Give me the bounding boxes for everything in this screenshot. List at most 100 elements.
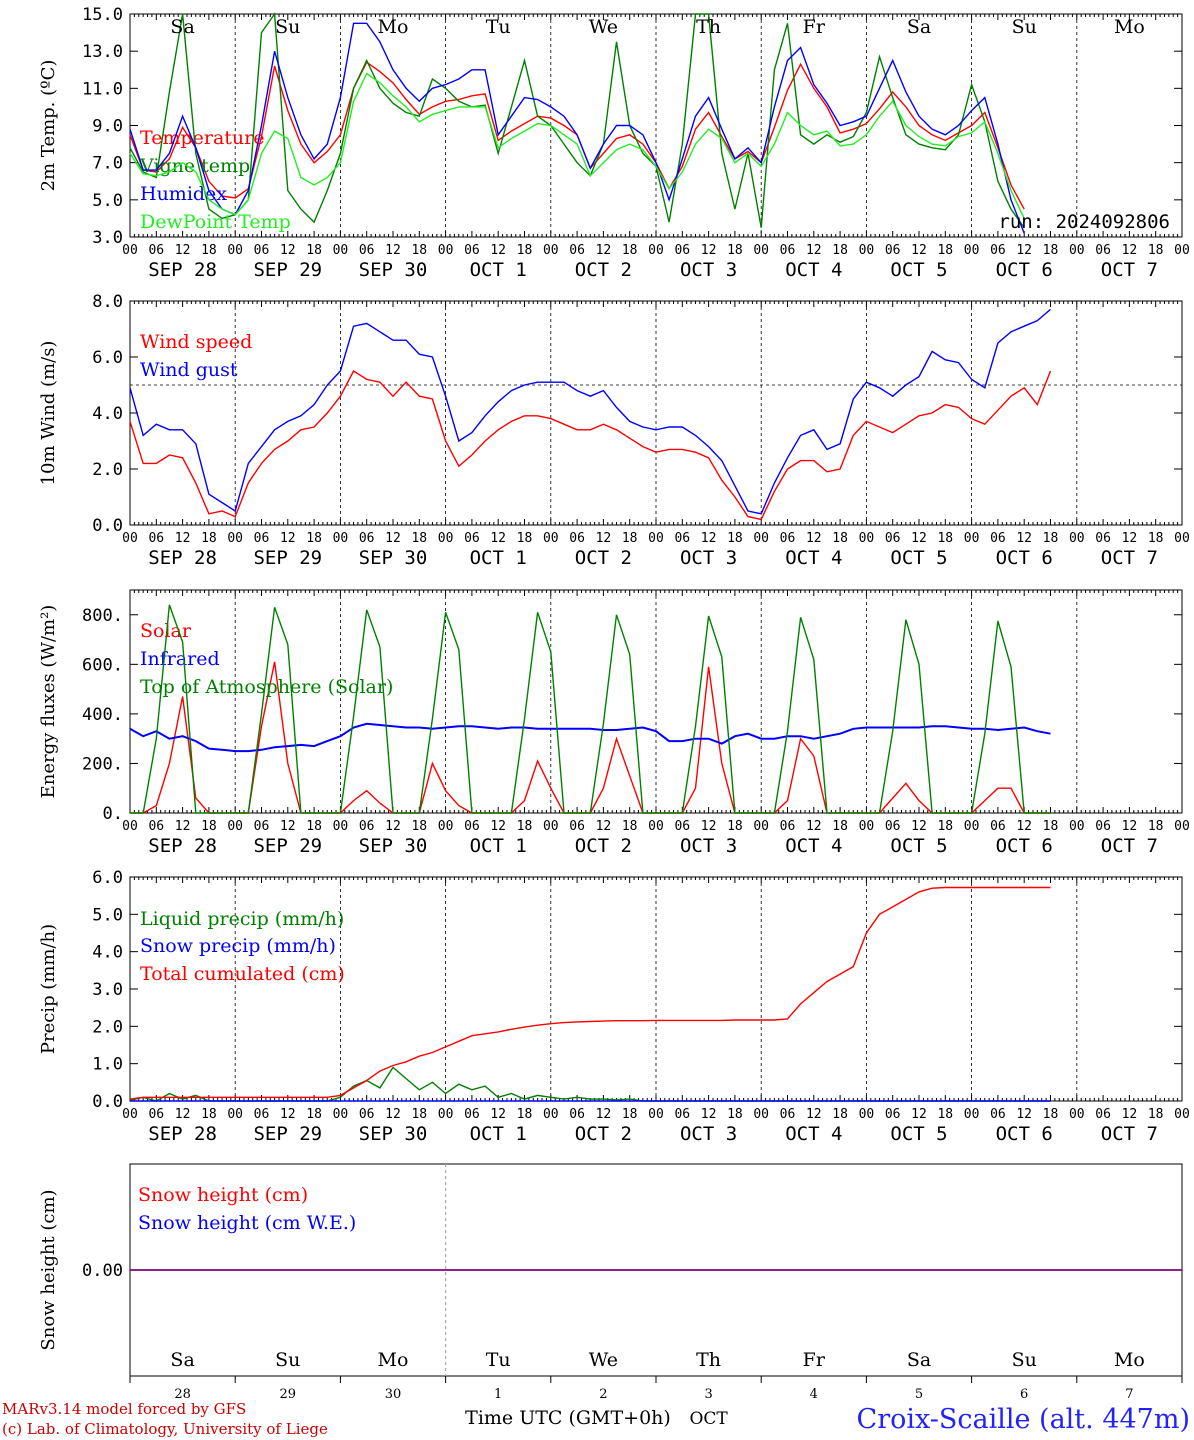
day-date-label: SEP 29: [253, 1123, 322, 1145]
hour-tick-label: 06: [254, 1107, 270, 1122]
hour-tick-label: 12: [175, 531, 191, 546]
day-date-label: OCT 7: [1101, 1123, 1158, 1145]
hour-tick-label: 00: [1069, 243, 1085, 258]
y-tick-label: 8.0: [92, 292, 123, 312]
hour-tick-label: 18: [1148, 819, 1164, 834]
hour-tick-label: 12: [596, 243, 612, 258]
weekday-label: We: [589, 16, 618, 38]
day-number-label: 2: [599, 1387, 607, 1402]
hour-tick-label: 12: [806, 531, 822, 546]
y-tick-label: 5.0: [92, 191, 123, 211]
hour-tick-label: 06: [674, 531, 690, 546]
hour-tick-label: 12: [1122, 243, 1138, 258]
hour-tick-label: 12: [806, 819, 822, 834]
legend-entry: Total cumulated (cm): [140, 963, 345, 985]
day-date-label: OCT 2: [575, 835, 632, 857]
x-axis-label: Time UTC (GMT+0h): [465, 1407, 671, 1429]
hour-tick-label: 12: [490, 531, 506, 546]
y-axis-label: Precip (mm/h): [38, 924, 59, 1054]
hour-tick-label: 12: [1122, 531, 1138, 546]
panel-1: 00 06 12 18 00 06 12 18 00 06 12 18 00 06 12 18 00 06 12 18…: [38, 5, 1190, 281]
panel-3: 00 06 12 18 00 06 12 18 00 06 12 18 00 06 12 18 00 06 12 18…: [38, 589, 1190, 857]
hour-tick-label: 18: [306, 531, 322, 546]
weekday-label: Sa: [170, 1349, 194, 1371]
hour-tick-label: 12: [1016, 243, 1032, 258]
hour-tick-label: 00: [227, 531, 243, 546]
hour-tick-label: 18: [832, 1107, 848, 1122]
day-date-label: OCT 1: [470, 1123, 527, 1145]
series-line-top-of-atmosphere-solar-: [130, 604, 1051, 814]
hour-tick-label: 12: [911, 243, 927, 258]
hour-tick-label: 12: [806, 243, 822, 258]
hour-tick-label: 06: [569, 243, 585, 258]
hour-tick-label: 00: [859, 243, 875, 258]
y-tick-label: 200.: [82, 754, 123, 774]
hour-tick-label: 06: [885, 531, 901, 546]
hour-tick-label: 12: [1122, 819, 1138, 834]
day-date-label: OCT 7: [1101, 547, 1158, 569]
day-date-label: OCT 3: [680, 259, 737, 281]
hour-tick-label: 00: [227, 819, 243, 834]
hour-tick-label: 00: [1069, 819, 1085, 834]
hour-tick-label: 18: [411, 243, 427, 258]
panel-2: 00 06 12 18 00 06 12 18 00 06 12 18 00 06 12 18 00 06 12 18…: [38, 292, 1190, 569]
plot-frame: [129, 13, 1183, 238]
y-axis-label: Energy fluxes (W/m²): [38, 605, 59, 799]
hour-tick-label: 18: [201, 819, 217, 834]
hour-tick-label: 00: [1069, 1107, 1085, 1122]
panel-5: 0.00 Snow height (cm) Snow height (cm) Snow…: [38, 1163, 1183, 1402]
day-date-label: SEP 28: [148, 835, 217, 857]
y-tick-label: 6.0: [92, 348, 123, 368]
hour-tick-label: 06: [990, 1107, 1006, 1122]
weekday-label: Tu: [486, 16, 511, 38]
hour-tick-label: 06: [148, 531, 164, 546]
legend-entry: Infrared: [140, 648, 220, 670]
credit-line: (c) Lab. of Climatology, University of L…: [2, 1420, 328, 1438]
hour-tick-label: 18: [517, 243, 533, 258]
hour-tick-label: 00: [227, 243, 243, 258]
hour-tick-label: 18: [1148, 1107, 1164, 1122]
hour-tick-label: 06: [1095, 243, 1111, 258]
series-line-liquid-precip-mm-h-: [129, 1066, 1051, 1102]
hour-tick-label: 00: [333, 1107, 349, 1122]
weekday-label: Th: [696, 1349, 721, 1371]
hour-tick-label: 12: [175, 1107, 191, 1122]
series-line-infrared: [129, 722, 1051, 753]
day-date-label: SEP 29: [253, 835, 322, 857]
hour-tick-label: 06: [1095, 819, 1111, 834]
hour-tick-label: 06: [990, 243, 1006, 258]
weekday-label: We: [589, 1349, 618, 1371]
weekday-label: Sa: [907, 1349, 931, 1371]
hour-tick-label: 18: [1043, 243, 1059, 258]
y-tick-label: 6.0: [92, 868, 123, 888]
hour-tick-label: 18: [727, 531, 743, 546]
day-date-label: SEP 28: [148, 1123, 217, 1145]
hour-tick-label: 00: [964, 531, 980, 546]
hour-tick-label: 00: [753, 1107, 769, 1122]
weekday-label: Mo: [378, 16, 409, 38]
hour-tick-label: 18: [1043, 531, 1059, 546]
hour-tick-label: 18: [832, 243, 848, 258]
panel-4: 00 06 12 18 00 06 12 18 00 06 12 18 00 06 12 18 00 06 12 18…: [38, 868, 1190, 1145]
y-axis-label: 2m Temp. (ºC): [38, 60, 59, 192]
day-date-label: OCT 6: [996, 1123, 1053, 1145]
y-tick-label: 7.0: [92, 154, 123, 174]
day-date-label: OCT 1: [470, 259, 527, 281]
hour-tick-label: 06: [780, 531, 796, 546]
legend-entry: DewPoint Temp: [140, 211, 291, 233]
hour-tick-label: 00: [122, 243, 138, 258]
y-tick-label: 0.0: [92, 516, 123, 536]
day-date-label: OCT 3: [680, 547, 737, 569]
hour-tick-label: 12: [701, 1107, 717, 1122]
series-line-wind-gust: [129, 308, 1051, 515]
hour-tick-label: 06: [885, 243, 901, 258]
hour-tick-label: 12: [911, 1107, 927, 1122]
hour-tick-label: 06: [780, 1107, 796, 1122]
day-number-label: 28: [174, 1387, 191, 1402]
hour-tick-label: 06: [1095, 531, 1111, 546]
hour-tick-label: 06: [780, 819, 796, 834]
legend-entry: Wind gust: [140, 359, 238, 381]
y-axis-label: Snow height (cm): [38, 1189, 59, 1350]
hour-tick-label: 18: [622, 1107, 638, 1122]
hour-tick-label: 06: [464, 531, 480, 546]
